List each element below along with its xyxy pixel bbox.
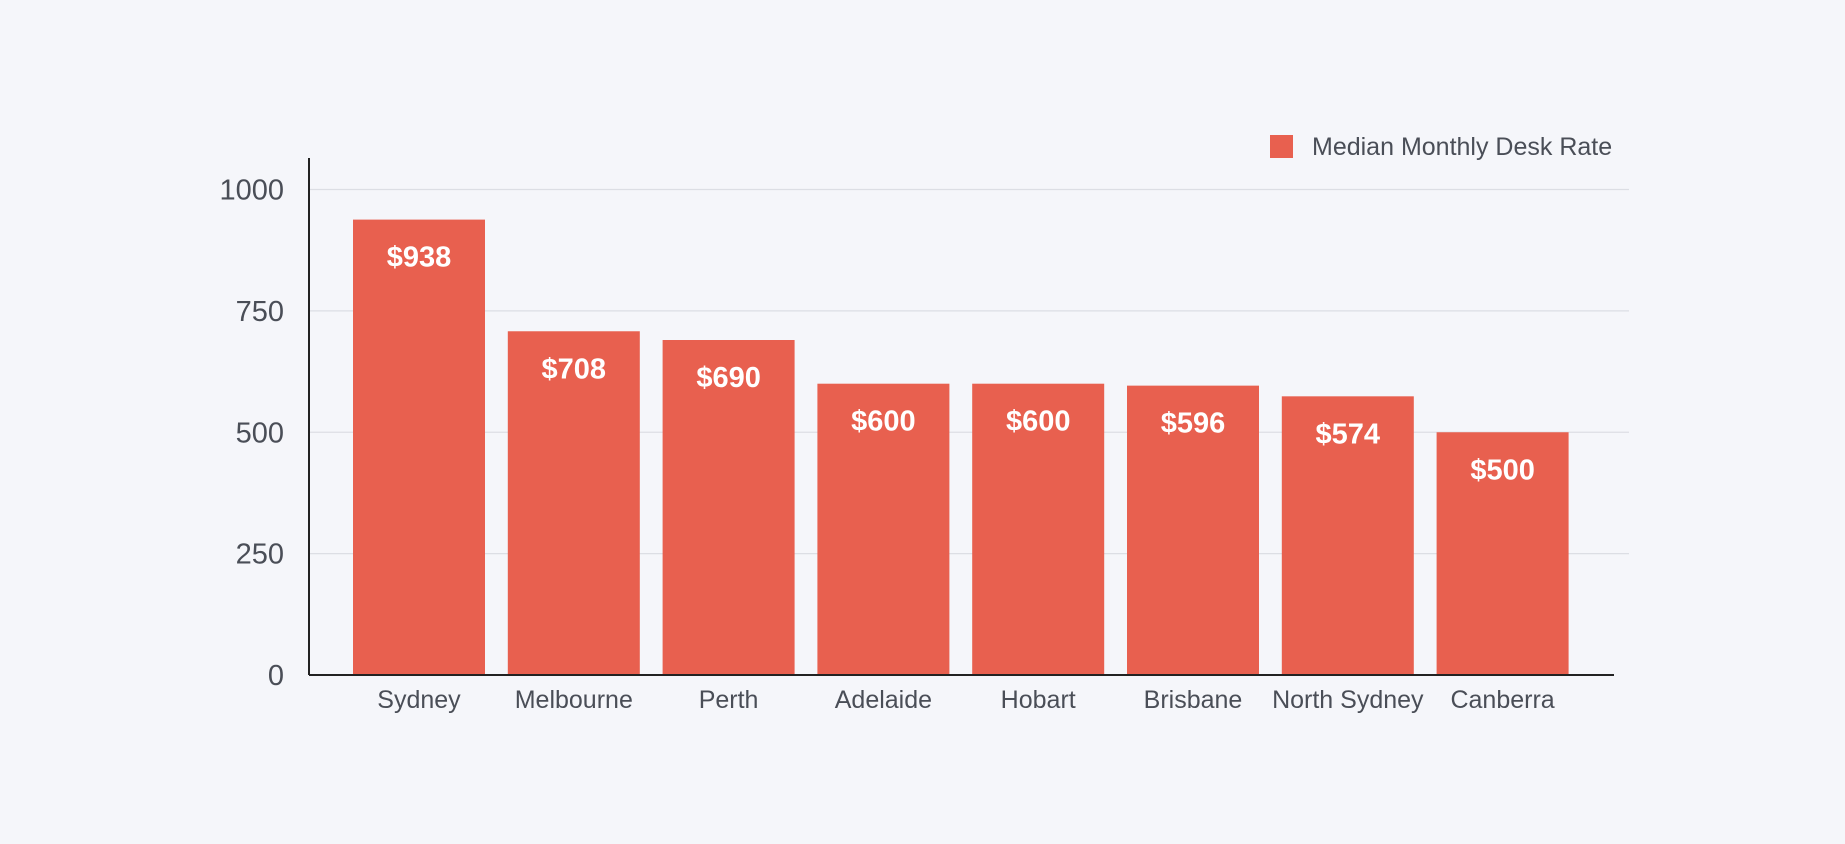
bar-value-label: $708 xyxy=(542,353,607,385)
y-tick-label: 750 xyxy=(236,296,284,328)
bar-value-label: $600 xyxy=(851,406,916,438)
x-tick-label: Melbourne xyxy=(515,686,633,714)
y-tick-label: 0 xyxy=(268,660,284,692)
bar-value-label: $574 xyxy=(1316,418,1381,450)
bar-value-label: $500 xyxy=(1470,454,1535,486)
bar-value-label: $938 xyxy=(387,242,452,274)
bar-value-label: $690 xyxy=(696,362,761,394)
x-tick-label: Adelaide xyxy=(835,686,932,714)
x-tick-label: Hobart xyxy=(1001,686,1076,714)
bar-hobart xyxy=(972,383,1105,675)
bar-melbourne xyxy=(507,331,640,675)
legend: Median Monthly Desk Rate xyxy=(1270,133,1612,161)
x-tick-label: Canberra xyxy=(1450,686,1554,714)
y-tick-label: 1000 xyxy=(219,175,284,207)
legend-swatch xyxy=(1270,135,1293,158)
axes xyxy=(308,158,1614,676)
bar-adelaide xyxy=(817,383,950,675)
bar-value-label: $596 xyxy=(1161,408,1226,440)
x-tick-labels: Sydney Melbourne Perth Adelaide Hobart Brisba… xyxy=(377,686,1554,714)
grid-lines xyxy=(309,188,1629,555)
y-tick-label: 250 xyxy=(236,539,284,571)
bars: $938 $708 $690 $600 $600 $596 $574 $500 xyxy=(353,219,1569,675)
bar-brisbane xyxy=(1127,385,1259,675)
bar-value-label: $600 xyxy=(1006,406,1071,438)
legend-label: Median Monthly Desk Rate xyxy=(1312,133,1612,161)
bar-sydney xyxy=(353,219,485,675)
x-tick-label: North Sydney xyxy=(1272,686,1424,714)
x-tick-label: Perth xyxy=(699,686,759,714)
x-tick-label: Brisbane xyxy=(1144,686,1243,714)
y-tick-label: 500 xyxy=(236,417,284,449)
y-tick-labels: 0 250 500 750 1000 xyxy=(219,175,284,693)
x-tick-label: Sydney xyxy=(377,686,461,714)
bar-perth xyxy=(662,340,795,675)
bar-north-sydney xyxy=(1281,396,1414,675)
bar-canberra xyxy=(1436,432,1569,675)
